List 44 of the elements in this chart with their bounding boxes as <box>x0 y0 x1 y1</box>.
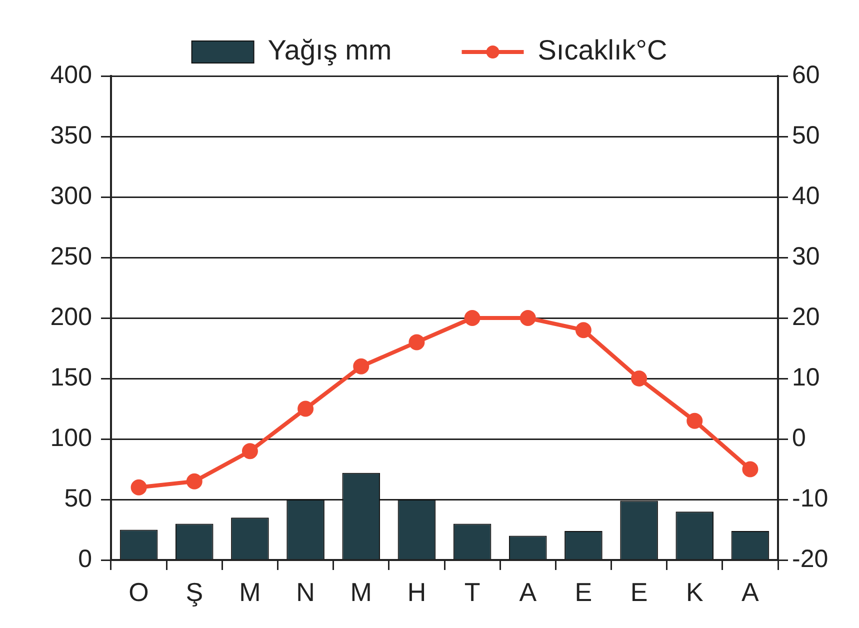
point <box>742 461 758 478</box>
x-tick-label: M <box>239 576 261 607</box>
point <box>408 334 425 350</box>
y2-tick-label: 20 <box>792 302 820 331</box>
point <box>686 412 703 429</box>
y2-tick-label: 10 <box>792 363 820 392</box>
point <box>242 443 258 460</box>
y-tick-label: 200 <box>50 302 92 331</box>
x-tick-label: A <box>519 576 538 607</box>
y2-tick-label: 30 <box>792 242 820 270</box>
point <box>186 473 202 490</box>
y-tick-label: 150 <box>50 363 92 392</box>
x-tick-label: E <box>574 576 592 607</box>
x-tick-label: M <box>350 576 372 607</box>
x-tick-label: H <box>407 576 426 607</box>
y-tick-label: 300 <box>50 182 92 210</box>
y-tick-label: 350 <box>50 121 92 150</box>
y2-tick-label: 40 <box>792 182 820 210</box>
y2-tick-label: 60 <box>792 60 820 89</box>
point <box>464 310 480 326</box>
y2-tick-label: -10 <box>792 484 828 512</box>
y-tick-label: 0 <box>78 544 92 573</box>
point <box>520 310 536 326</box>
y2-tick-label: 0 <box>792 424 806 452</box>
x-tick-label: N <box>296 576 315 607</box>
y-tick-label: 50 <box>64 484 92 512</box>
point <box>298 400 314 417</box>
x-tick-label: K <box>686 576 704 607</box>
x-tick-label: E <box>630 576 648 607</box>
y-tick-label: 400 <box>50 60 92 89</box>
point <box>631 370 648 386</box>
x-tick-label: A <box>742 576 760 607</box>
x-tick-label: O <box>128 576 149 607</box>
y-tick-label: 250 <box>50 242 92 270</box>
y2-tick-label: 50 <box>792 121 820 150</box>
point <box>353 358 370 374</box>
x-tick-label: Ş <box>186 576 204 607</box>
y-tick-label: 100 <box>50 424 92 452</box>
x-tick-label: T <box>464 576 480 607</box>
point <box>575 322 592 338</box>
legend-label: Yağış mm <box>268 34 392 66</box>
legend-label: Sıcaklık°C <box>538 34 668 66</box>
y2-tick-label: -20 <box>792 544 828 573</box>
point <box>130 479 147 496</box>
